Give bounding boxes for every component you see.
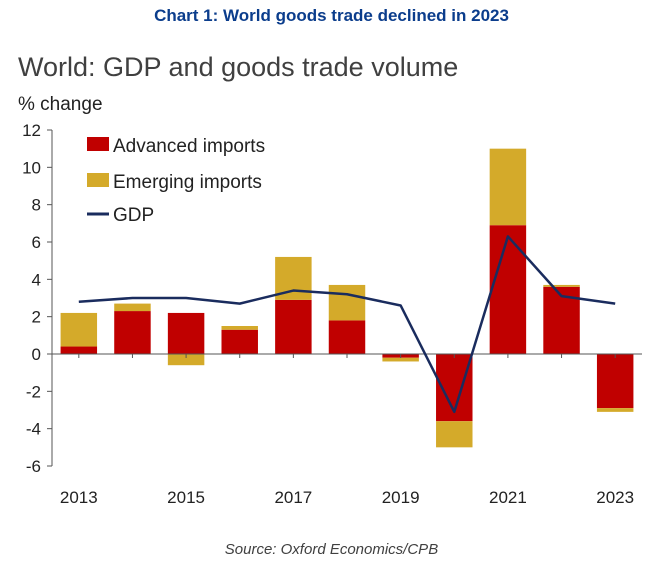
emerging-imports-bar-2021	[489, 148, 527, 226]
advanced-imports-bar-2021	[489, 225, 527, 354]
y-tick-label: 2	[32, 308, 41, 327]
emerging-imports-bar-2020	[436, 421, 473, 448]
emerging-imports-bar-2018	[328, 284, 366, 321]
legend-label-emerging: Emerging imports	[113, 172, 262, 193]
y-tick-label: 10	[22, 158, 41, 177]
y-tick-label: -2	[26, 382, 41, 401]
x-tick-label-2015: 2015	[167, 488, 205, 507]
advanced-imports-bar-2017	[275, 299, 312, 354]
emerging-imports-bar-2022	[543, 284, 580, 287]
emerging-imports-bar-2016	[221, 326, 258, 330]
source-note: Source: Oxford Economics/CPB	[224, 541, 439, 558]
advanced-imports-bar-2014	[114, 311, 151, 354]
advanced-imports-bar-2015	[167, 312, 205, 354]
bars-layer	[60, 148, 634, 448]
legend-swatch-advanced	[87, 137, 109, 151]
y-tick-label: 6	[32, 233, 41, 252]
y-tick-label: 12	[22, 121, 41, 140]
y-tick-label: -4	[26, 420, 41, 439]
advanced-imports-bar-2018	[328, 320, 366, 354]
advanced-imports-bar-2023	[596, 354, 634, 409]
axes-layer: -6 -4 -2 0 2 4 6 8 10 12 2013 2015 2017 2019 2021 2023	[22, 121, 642, 507]
legend-label-gdp: GDP	[113, 205, 154, 226]
advanced-imports-bar-2013	[60, 346, 98, 354]
chart-title: World: GDP and goods trade volume	[18, 52, 459, 82]
gdp-line-layer	[78, 235, 616, 414]
legend-swatch-emerging	[87, 173, 109, 187]
emerging-imports-bar-2013	[60, 312, 98, 347]
emerging-imports-bar-2019	[382, 357, 419, 362]
legend-label-advanced: Advanced imports	[113, 136, 265, 157]
x-tick-label-2023: 2023	[596, 488, 634, 507]
y-tick-label: 0	[32, 345, 41, 364]
emerging-imports-bar-2023	[596, 408, 634, 412]
chart-heading: Chart 1: World goods trade declined in 2…	[154, 6, 509, 25]
y-axis-unit-label: % change	[18, 94, 103, 115]
x-tick-label-2017: 2017	[274, 488, 312, 507]
x-tick-label-2021: 2021	[489, 488, 527, 507]
y-tick-label: 4	[32, 270, 41, 289]
legend: Advanced imports Emerging imports GDP	[87, 136, 265, 226]
y-tick-label: -6	[26, 457, 41, 476]
emerging-imports-bar-2015	[167, 354, 205, 366]
advanced-imports-bar-2016	[221, 329, 258, 354]
x-tick-label-2019: 2019	[382, 488, 420, 507]
x-tick-label-2013: 2013	[60, 488, 98, 507]
y-tick-label: 8	[32, 196, 41, 215]
emerging-imports-bar-2014	[114, 303, 151, 312]
